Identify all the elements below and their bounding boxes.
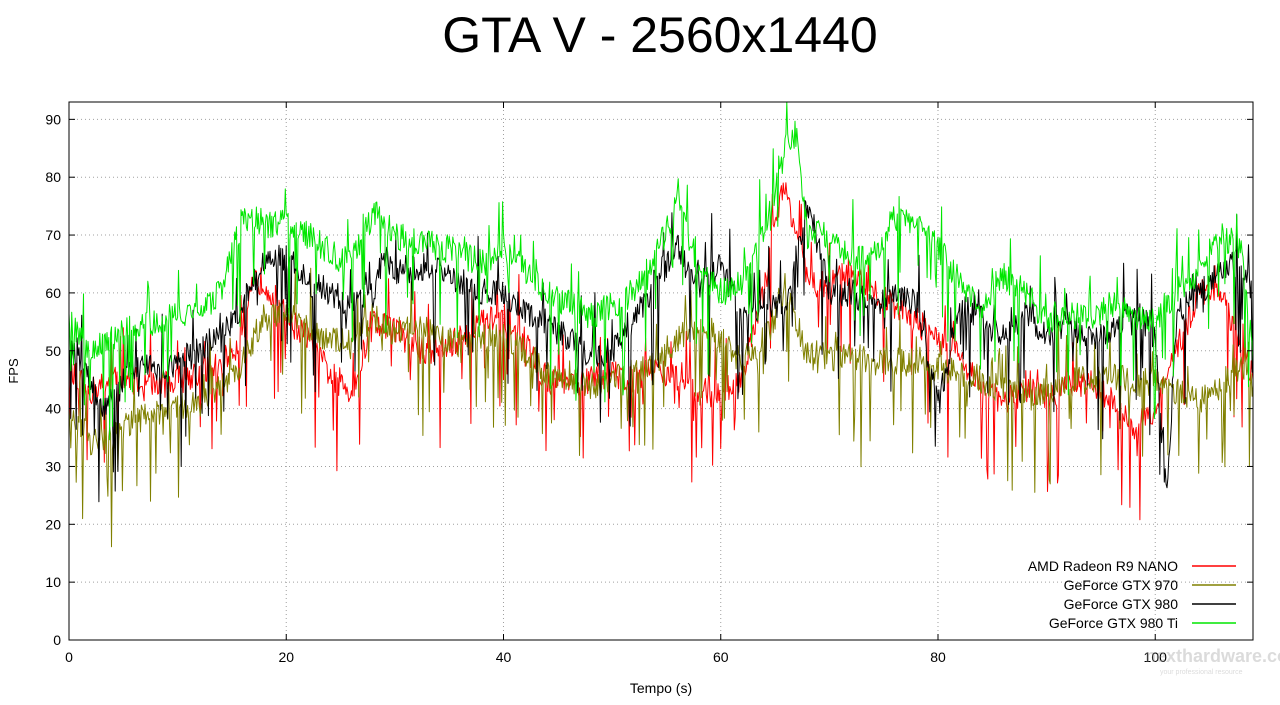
x-tick-label: 80 — [930, 649, 946, 665]
y-tick-label: 80 — [45, 169, 61, 185]
series-line — [68, 101, 1254, 441]
x-tick-label: 40 — [496, 649, 512, 665]
ticks-layer: 0 10 20 30 40 50 60 70 80 90 0 20 40 60 80 100 — [45, 102, 1253, 665]
y-tick-label: 0 — [53, 632, 61, 648]
y-axis-label: FPS — [6, 358, 21, 384]
plot-frame — [68, 101, 1254, 641]
series-layer — [68, 101, 1254, 548]
x-tick-label: 20 — [278, 649, 294, 665]
legend-label: GeForce GTX 980 Ti — [1049, 615, 1178, 631]
y-tick-label: 90 — [45, 111, 61, 127]
watermark-logo: nexthardware.com your professional resou… — [1145, 646, 1280, 676]
legend-label: AMD Radeon R9 NANO — [1028, 558, 1178, 574]
x-tick-label: 60 — [713, 649, 729, 665]
series-line — [68, 199, 1254, 503]
chart-legend: AMD Radeon R9 NANO GeForce GTX 970 GeForce… — [1028, 558, 1236, 631]
legend-label: GeForce GTX 980 — [1064, 596, 1179, 612]
x-axis-label: Tempo (s) — [630, 680, 692, 696]
x-tick-label: 100 — [1144, 649, 1168, 665]
y-tick-label: 10 — [45, 574, 61, 590]
y-tick-label: 70 — [45, 227, 61, 243]
y-tick-label: 40 — [45, 401, 61, 417]
y-tick-label: 30 — [45, 458, 61, 474]
legend-label: GeForce GTX 970 — [1064, 577, 1179, 593]
series-line — [68, 182, 1254, 521]
x-tick-label: 0 — [65, 649, 73, 665]
watermark-tagline: your professional resource — [1160, 669, 1243, 676]
y-tick-label: 60 — [45, 285, 61, 301]
chart-title: GTA V - 2560x1440 — [442, 7, 877, 63]
y-tick-label: 20 — [45, 516, 61, 532]
watermark-brand: nexthardware.com — [1145, 646, 1280, 666]
y-tick-label: 50 — [45, 343, 61, 359]
series-line — [68, 267, 1254, 548]
